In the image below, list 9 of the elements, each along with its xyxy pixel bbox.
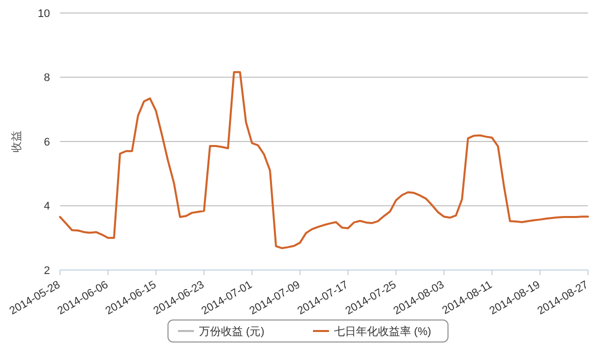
y-tick-label: 10 xyxy=(38,8,50,20)
y-tick-label: 6 xyxy=(44,136,50,148)
y-tick-label: 8 xyxy=(44,72,50,84)
legend-label: 万份收益 (元) xyxy=(199,326,264,338)
y-axis-title: 收益 xyxy=(11,130,23,152)
y-tick-label: 2 xyxy=(44,264,50,277)
legend-label: 七日年化收益率 (%) xyxy=(334,324,432,338)
y-tick-label: 4 xyxy=(44,200,50,213)
line-series xyxy=(59,71,589,250)
